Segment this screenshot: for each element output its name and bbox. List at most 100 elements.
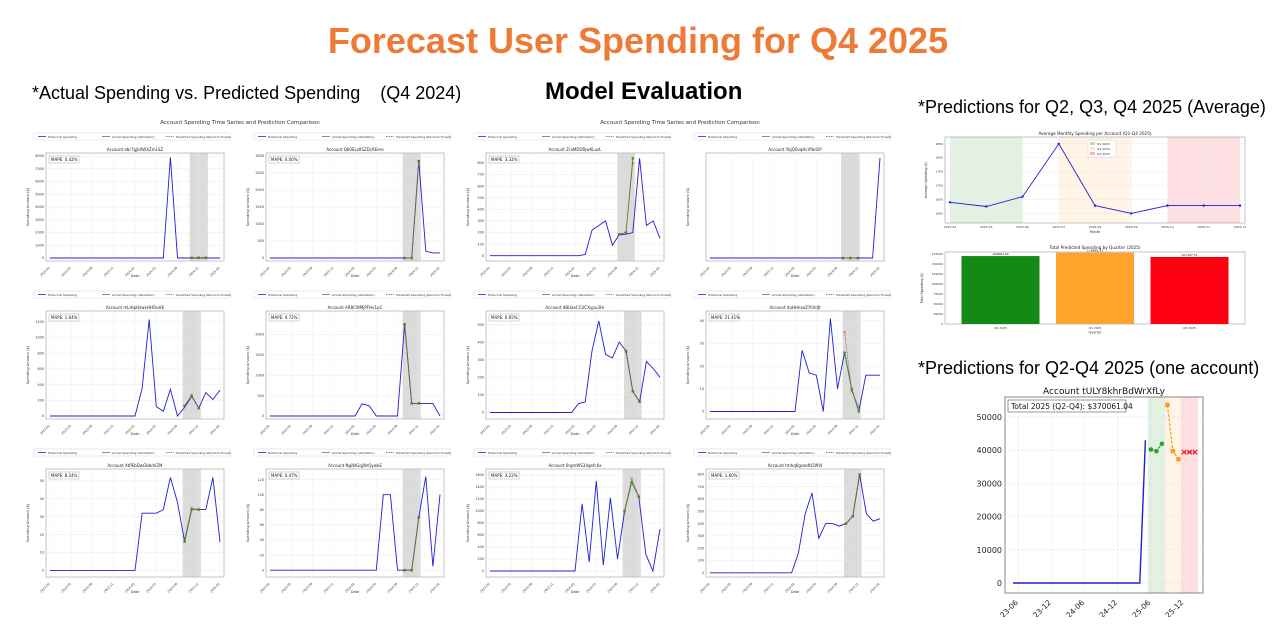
legend-frame — [693, 290, 891, 299]
x-tick-label: 2023-02 — [39, 582, 51, 594]
avg-point — [1238, 204, 1242, 207]
x-axis-label: Date — [571, 432, 580, 436]
y-tick-label: 6000 — [35, 180, 44, 184]
avg-chart-title: Average Monthly Spending per Account (Q1… — [1038, 131, 1151, 136]
predicted-point — [190, 256, 194, 260]
y-tick-label: 400 — [38, 383, 44, 387]
subplot-legend: Historical Spending Actual Spending (Vali… — [33, 290, 231, 299]
subplot-title: Account ZraMDDRjwKLuzL — [549, 147, 602, 152]
validation-shade — [841, 153, 860, 261]
y-tick-label: 10000 — [977, 546, 1002, 555]
y-tick-label: 800 — [38, 351, 44, 355]
bar-chart-title: Total Predicted Spending by Quarter (202… — [1048, 245, 1140, 250]
legend-frame — [253, 448, 451, 457]
y-tick-label: 8000 — [35, 154, 44, 158]
legend-label-2: Actual Spending (Validation) — [772, 293, 815, 297]
acct-q2-point — [1159, 441, 1165, 447]
y-tick-label: 40 — [700, 319, 704, 323]
y-tick-label: 30000 — [977, 479, 1002, 488]
y-tick-label: 600 — [698, 497, 704, 501]
x-tick-label: 2024-02 — [124, 266, 136, 278]
predicted-point — [843, 330, 846, 334]
y-tick-label: 200 — [698, 546, 704, 550]
x-axis-label: Date — [791, 590, 800, 594]
x-tick-label: 2025-02 — [209, 266, 221, 278]
actual-point — [850, 387, 853, 391]
x-tick-label: 2024-08 — [827, 582, 839, 594]
predicted-point — [183, 404, 186, 408]
legend-label-1: Historical Spending — [48, 451, 77, 455]
acct-q4-point — [1192, 449, 1198, 455]
predicted-point — [637, 495, 641, 498]
x-axis-label: Month — [1090, 230, 1101, 234]
x-tick-label: 2025-06 — [1016, 225, 1029, 229]
bar-value-label: 167497.51 — [1181, 253, 1197, 257]
x-tick-label: 2024-02 — [784, 266, 796, 278]
legend-label-2: Actual Spending (Validation) — [332, 451, 375, 455]
x-tick-label: 2024-08 — [607, 266, 619, 278]
validation-shade — [624, 311, 642, 419]
y-axis-label: Spending Amount ($) — [686, 187, 690, 226]
y-tick-label: 120 — [258, 478, 264, 482]
predicted-point — [403, 323, 406, 327]
x-tick-label: 2023-08 — [82, 266, 94, 278]
mape-box — [268, 155, 300, 164]
mape-label: MAPE: 0.00% — [271, 157, 298, 162]
x-tick-label: 2024-08 — [607, 582, 619, 594]
x-tick-label: 2025-02 — [429, 424, 441, 436]
y-tick-label: 0 — [262, 256, 264, 260]
x-tick-label: 2023-05 — [720, 424, 732, 436]
x-tick-label: 2024-02 — [124, 424, 136, 436]
y-tick-label: 25000 — [933, 312, 943, 316]
legend-label-3: Predicted Spending (Random Forest) — [396, 135, 451, 139]
acct-q2-point — [1154, 448, 1159, 454]
predicted-series — [404, 517, 420, 571]
legend-label-3: Predicted Spending (Random Forest) — [176, 451, 231, 455]
actual-point — [631, 157, 635, 160]
legend-label-1: Historical Spending — [488, 135, 517, 139]
subplot-title: Account tmhqKgsaeKt2Wl4 — [768, 463, 823, 468]
x-axis-label: Date — [351, 432, 360, 436]
mape-box — [708, 313, 740, 322]
actual-point — [843, 351, 846, 354]
x-tick-label: 2023-02 — [259, 424, 271, 436]
acct-quarter-band-3 — [1164, 397, 1182, 593]
y-tick-label: 500 — [478, 323, 484, 327]
x-tick-label: 2025-02 — [649, 424, 661, 436]
x-tick-label: 2023-02 — [259, 266, 271, 278]
left-model-grid: Account Spending Time Series and Predict… — [20, 115, 460, 605]
legend-label-3: Predicted Spending (Random Forest) — [616, 135, 671, 139]
y-tick-label: 400 — [478, 545, 484, 549]
x-tick-label: 2023-08 — [742, 424, 754, 436]
x-tick-label: 2025-02 — [869, 266, 881, 278]
avg-legend-label-2: Q2 2025 — [1097, 142, 1110, 146]
y-tick-label: 0 — [42, 569, 44, 573]
subplot-title: Account mLlHpHzwxHHOuHE — [106, 305, 165, 310]
y-tick-label: 400 — [698, 522, 704, 526]
legend-label-1: Historical Spending — [488, 293, 517, 297]
validation-shade — [844, 469, 862, 577]
predicted-point — [183, 536, 186, 540]
page-title: Forecast User Spending for Q4 2025 — [327, 20, 949, 61]
validation-shade — [402, 311, 421, 419]
x-tick-label: 2023-08 — [302, 582, 314, 594]
y-tick-label: 0 — [262, 568, 264, 572]
predicted-series — [844, 332, 860, 408]
legend-frame — [33, 132, 231, 141]
mape-box — [268, 471, 300, 480]
legend-label-1: Historical Spending — [488, 451, 517, 455]
y-tick-label: 0 — [482, 254, 484, 258]
x-tick-label: 23-06 — [998, 598, 1020, 617]
y-tick-label: 600 — [478, 184, 484, 188]
y-tick-label: 500 — [698, 510, 704, 514]
x-tick-label: 2023-11 — [543, 266, 555, 278]
validation-shade — [402, 469, 421, 577]
legend-label-2: Actual Spending (Validation) — [772, 451, 815, 455]
historical-series — [490, 158, 661, 257]
x-tick-label: 2024-11 — [628, 266, 640, 278]
x-tick-label: 2023-02 — [699, 266, 711, 278]
acct-historical-line — [1013, 440, 1147, 584]
x-tick-label: 2024-02 — [344, 424, 356, 436]
y-tick-label: 40 — [260, 538, 264, 542]
x-tick-label: 2025-07 — [1052, 225, 1065, 229]
